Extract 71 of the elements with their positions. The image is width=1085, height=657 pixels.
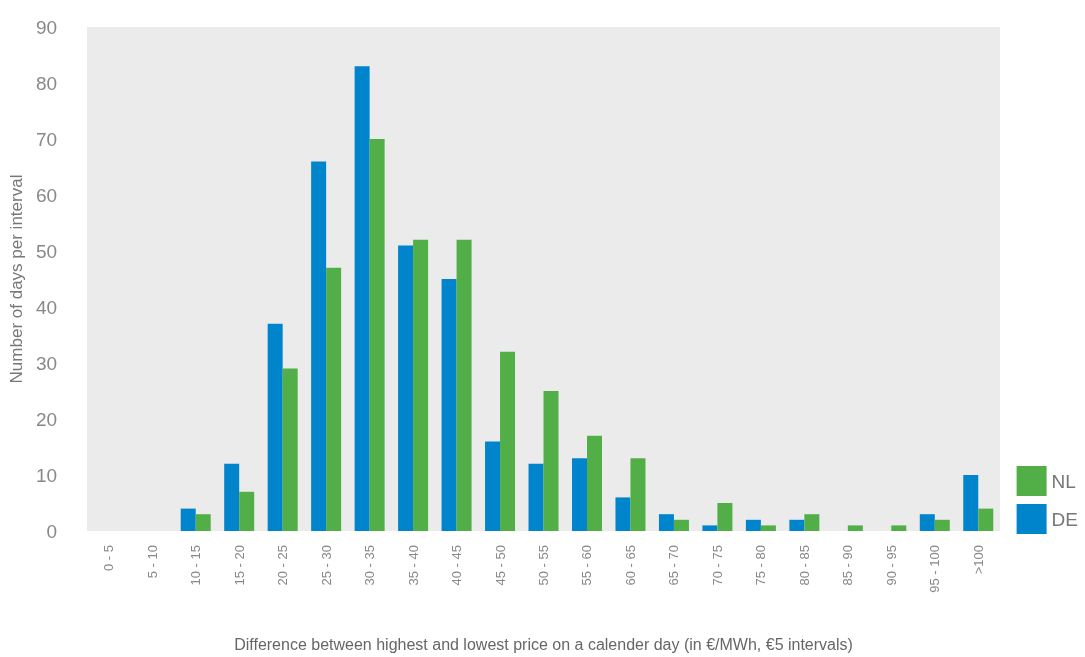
bar	[760, 525, 776, 531]
bar	[891, 525, 907, 531]
x-tick-label: 40 - 45	[449, 545, 465, 586]
x-tick-label: 95 - 100	[927, 545, 943, 593]
y-tick-label: 30	[35, 352, 58, 374]
y-tick-label: 90	[35, 16, 58, 38]
y-tick-label: 20	[35, 408, 58, 430]
bar	[528, 463, 544, 531]
x-axis-title: Difference between highest and lowest price on a calender day (in €/MWh, €5 intervals)	[234, 635, 853, 653]
bar	[239, 491, 255, 531]
bar	[673, 519, 689, 531]
bar	[500, 351, 516, 531]
x-tick-label: 10 - 15	[188, 545, 204, 586]
bar	[934, 519, 950, 531]
x-tick-label: 85 - 90	[840, 545, 856, 586]
x-tick-label: 75 - 80	[753, 545, 769, 586]
x-tick-label: 0 - 5	[101, 545, 117, 572]
y-tick-label: 0	[46, 520, 58, 542]
bar	[456, 239, 472, 531]
x-tick-label: 80 - 85	[796, 545, 812, 586]
x-tick-label: 30 - 35	[362, 545, 378, 586]
bar	[847, 525, 863, 531]
x-tick-label: 15 - 20	[231, 545, 247, 586]
x-tick-label: 60 - 65	[622, 545, 638, 586]
bar	[804, 514, 820, 531]
bar	[630, 458, 646, 531]
legend-label: DE	[1051, 508, 1079, 530]
x-tick-label: >100	[970, 545, 986, 575]
bar	[717, 503, 733, 531]
bar	[919, 514, 935, 531]
y-tick-label: 80	[35, 72, 58, 94]
bar	[282, 368, 298, 531]
bar	[615, 497, 631, 531]
bar	[413, 239, 429, 531]
x-tick-label: 90 - 95	[883, 545, 899, 586]
x-tick-label: 20 - 25	[275, 545, 291, 586]
bar	[311, 161, 327, 531]
y-tick-label: 10	[35, 464, 58, 486]
y-tick-label: 40	[35, 296, 58, 318]
bar	[441, 279, 457, 531]
bar	[963, 475, 979, 531]
bar	[326, 267, 342, 531]
x-tick-label: 35 - 40	[405, 545, 421, 586]
bar	[195, 514, 211, 531]
legend-label: NL	[1051, 470, 1076, 492]
bar	[180, 508, 196, 531]
bar	[369, 139, 385, 531]
bar	[398, 245, 414, 531]
x-tick-label: 45 - 50	[492, 545, 508, 586]
x-tick-label: 5 - 10	[144, 545, 160, 579]
bar	[978, 508, 994, 531]
bar	[543, 391, 559, 531]
x-tick-label: 25 - 30	[318, 545, 334, 586]
y-tick-label: 50	[35, 240, 58, 262]
bar	[658, 514, 674, 531]
y-tick-label: 60	[35, 184, 58, 206]
bar	[702, 525, 718, 531]
y-tick-label: 70	[35, 128, 58, 150]
x-tick-label: 70 - 75	[709, 545, 725, 586]
bar	[354, 66, 370, 531]
bar	[745, 519, 761, 531]
bar	[586, 435, 602, 531]
bar	[571, 458, 587, 531]
y-axis-title: Number of days per interval	[7, 174, 26, 384]
x-tick-label: 65 - 70	[666, 545, 682, 586]
x-tick-label: 55 - 60	[579, 545, 595, 586]
bar	[267, 323, 283, 531]
bar	[224, 463, 240, 531]
x-tick-label: 50 - 55	[536, 545, 552, 586]
bar	[789, 519, 805, 531]
bar	[485, 441, 501, 531]
